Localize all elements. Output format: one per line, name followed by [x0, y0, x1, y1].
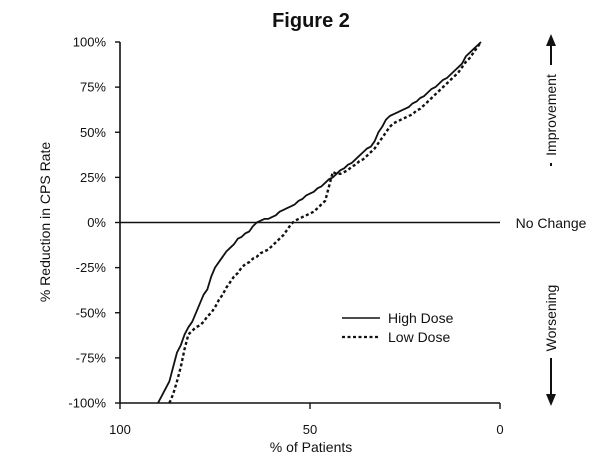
x-tick-label: 0 — [496, 422, 503, 437]
y-tick-label: -50% — [76, 305, 107, 320]
chart-title: Figure 2 — [272, 10, 350, 32]
y-axis-ticks: 100% 75% 50% 25% 0% -25% -50% -75% -100% — [68, 35, 120, 411]
no-change-label: No Change — [516, 215, 587, 231]
y-tick-label: -25% — [76, 260, 107, 275]
y-tick-label: 50% — [80, 125, 106, 140]
improvement-label: Improvement — [543, 74, 559, 156]
x-tick-label: 100 — [109, 422, 131, 437]
y-axis-title: % Reduction in CPS Rate — [37, 142, 53, 303]
plot-frame — [119, 42, 500, 404]
worsening-label: Worsening — [543, 285, 559, 352]
y-tick-label: 25% — [80, 170, 106, 185]
y-tick-label: 75% — [80, 80, 106, 95]
y-tick-label: 100% — [73, 35, 107, 50]
legend-label-high-dose: High Dose — [388, 310, 454, 326]
worsening-annotation: Worsening — [543, 285, 559, 406]
x-axis-title: % of Patients — [270, 439, 353, 455]
legend-label-low-dose: Low Dose — [388, 329, 450, 345]
y-tick-label: 0% — [87, 215, 106, 230]
x-tick-label: 50 — [303, 422, 317, 437]
legend: High Dose Low Dose — [342, 310, 454, 345]
worsening-arrow-head — [546, 394, 556, 406]
series-line-low-dose — [168, 41, 482, 404]
series-line-high-dose — [157, 41, 482, 404]
improvement-arrow-head — [546, 34, 556, 46]
y-tick-label: -100% — [68, 396, 106, 411]
series-layer — [157, 41, 482, 404]
y-tick-label: -75% — [76, 350, 107, 365]
x-axis-ticks: 100 50 0 — [109, 403, 504, 437]
improvement-annotation: Improvement — [543, 34, 559, 166]
